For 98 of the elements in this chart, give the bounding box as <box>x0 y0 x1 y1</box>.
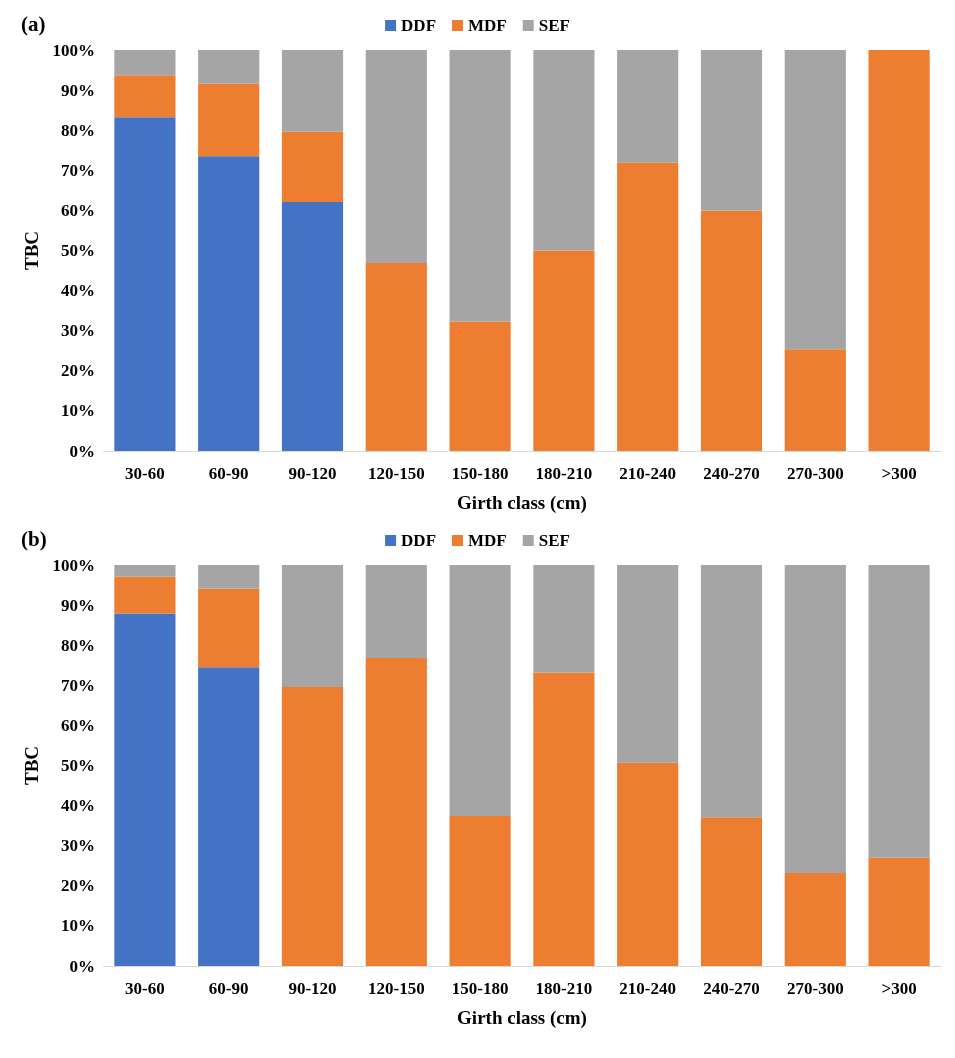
bar <box>281 201 344 451</box>
bar <box>533 50 595 251</box>
bar <box>198 667 260 966</box>
bar <box>198 83 260 157</box>
bar <box>868 857 930 966</box>
y-tick-label: 10% <box>61 401 95 421</box>
bar <box>617 162 679 451</box>
y-tick-label: 20% <box>61 361 95 381</box>
bar <box>449 816 511 966</box>
legend-label: MDF <box>468 531 507 550</box>
bar <box>533 672 595 966</box>
x-tick-label: 60-90 <box>208 464 249 483</box>
x-tick-label: 240-270 <box>703 979 760 998</box>
legend-label: SEF <box>538 16 570 35</box>
y-tick-label: 70% <box>61 160 95 180</box>
bar <box>114 576 176 614</box>
y-tick-label: 40% <box>61 796 95 816</box>
bar <box>700 50 763 211</box>
bar <box>281 131 344 202</box>
bar <box>281 686 344 966</box>
x-tick-label: 180-210 <box>535 979 593 998</box>
y-tick-label: 100% <box>52 40 95 60</box>
bar <box>198 588 260 668</box>
bar <box>114 50 176 76</box>
y-tick-label: 30% <box>61 321 95 341</box>
chart-title: (a) <box>21 11 46 36</box>
x-tick-label: 210-240 <box>619 464 677 483</box>
bar <box>365 565 427 659</box>
y-tick-label: 90% <box>61 80 95 100</box>
y-tick-label: 60% <box>61 715 95 735</box>
x-tick-label: 210-240 <box>619 979 677 998</box>
x-tick-label: 270-300 <box>786 979 844 998</box>
bar <box>281 50 344 132</box>
bar <box>365 262 427 451</box>
x-tick-label: >300 <box>881 464 917 483</box>
chart-title: (b) <box>21 526 47 551</box>
y-tick-label: 0% <box>69 441 95 461</box>
legend-label: SEF <box>538 531 570 550</box>
x-tick-label: 270-300 <box>786 464 844 483</box>
bar <box>365 50 427 263</box>
bar <box>784 565 846 873</box>
bar <box>449 565 511 817</box>
x-axis-title: Girth class (cm) <box>457 1007 587 1029</box>
x-axis-title: Girth class (cm) <box>457 492 587 514</box>
bar <box>533 565 595 673</box>
bar <box>617 50 679 163</box>
bar <box>114 613 176 966</box>
y-tick-label: 60% <box>61 200 95 220</box>
bar <box>868 50 930 451</box>
x-tick-label: 180-210 <box>535 464 593 483</box>
x-tick-label: 240-270 <box>703 464 760 483</box>
y-tick-label: 50% <box>61 756 95 775</box>
x-tick-label: 150-180 <box>451 979 509 998</box>
y-tick-label: 40% <box>61 281 95 301</box>
bar <box>700 210 763 451</box>
x-tick-label: 30-60 <box>125 979 165 998</box>
bar <box>868 565 930 858</box>
bar <box>617 565 679 763</box>
bar <box>784 872 846 966</box>
bar <box>449 321 511 451</box>
y-axis-title: TBC <box>21 230 42 271</box>
bar <box>784 50 846 350</box>
y-tick-label: 30% <box>61 836 95 856</box>
bar <box>784 349 846 451</box>
x-tick-label: 30-60 <box>125 464 165 483</box>
legend-label: MDF <box>468 16 507 35</box>
bar <box>617 762 679 966</box>
y-axis-title: TBC <box>21 745 42 786</box>
y-tick-label: 80% <box>61 120 95 140</box>
bar <box>281 565 344 687</box>
y-tick-label: 50% <box>61 241 95 260</box>
y-tick-label: 0% <box>69 956 95 976</box>
bar <box>700 817 763 966</box>
y-tick-label: 80% <box>61 635 95 655</box>
bar <box>198 50 260 84</box>
bar <box>449 50 511 322</box>
y-tick-label: 10% <box>61 916 95 936</box>
y-tick-label: 100% <box>52 555 95 575</box>
x-tick-label: 60-90 <box>208 979 249 998</box>
y-tick-label: 90% <box>61 595 95 615</box>
x-tick-label: 90-120 <box>288 464 337 483</box>
bar <box>114 565 176 577</box>
bar <box>114 75 176 118</box>
x-tick-label: 150-180 <box>451 464 509 483</box>
x-tick-label: 90-120 <box>288 979 337 998</box>
bar <box>533 250 595 451</box>
y-tick-label: 20% <box>61 876 95 896</box>
legend-label: DDF <box>401 16 437 35</box>
x-tick-label: >300 <box>881 979 917 998</box>
bar <box>198 565 260 589</box>
bar <box>114 117 176 451</box>
x-tick-label: 120-150 <box>367 464 425 483</box>
y-tick-label: 70% <box>61 675 95 695</box>
bar <box>365 658 427 966</box>
x-tick-label: 120-150 <box>367 979 425 998</box>
bar <box>198 156 260 451</box>
legend-label: DDF <box>401 531 437 550</box>
bar <box>700 565 763 818</box>
